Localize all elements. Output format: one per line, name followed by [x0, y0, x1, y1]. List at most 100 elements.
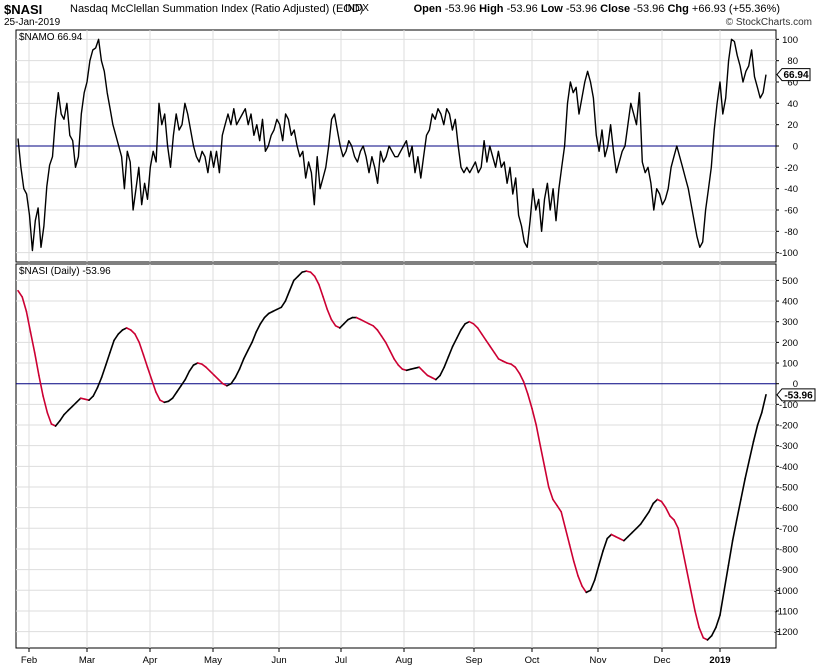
nasi-line-segment: [422, 370, 429, 377]
nasi-line-segment: [731, 519, 738, 542]
x-tick-label: Jun: [271, 655, 286, 666]
nasi-line-segment: [664, 506, 671, 517]
nasi-line-segment: [284, 289, 291, 302]
y-tick-label: -500: [779, 482, 798, 493]
close-value: -53.96: [633, 3, 665, 15]
nasi-line-segment: [485, 339, 492, 348]
nasi-line-segment: [698, 626, 705, 639]
nasi-line-segment: [280, 300, 287, 309]
open-value: -53.96: [444, 3, 476, 15]
y-tick-label: 60: [787, 78, 798, 89]
nasi-line-segment: [694, 610, 700, 629]
x-tick-label: May: [204, 655, 222, 666]
nasi-line-segment: [88, 395, 94, 402]
x-tick-label: Dec: [654, 655, 671, 666]
nasi-line-segment: [639, 517, 646, 526]
y-tick-label: -1200: [774, 627, 798, 638]
y-tick-label: -1100: [774, 606, 798, 617]
nasi-line-segment: [251, 331, 258, 344]
nasi-line-segment: [435, 374, 441, 381]
chg-label: Chg: [667, 3, 689, 15]
y-tick-label: -800: [779, 544, 798, 555]
nasi-line-segment: [38, 374, 44, 397]
nasi-line-segment: [635, 523, 642, 530]
y-tick-label: 0: [793, 379, 798, 390]
y-tick-label: -1000: [774, 586, 798, 597]
nasi-line-segment: [589, 579, 596, 592]
y-tick-label: -200: [779, 421, 798, 432]
nasi-line-segment: [744, 459, 751, 480]
nasi-line-segment: [288, 279, 295, 292]
nasi-line-segment: [564, 527, 571, 546]
x-axis: Feb Mar Apr May Jun Jul Aug Sep Oct Nov Dec 2019: [21, 648, 731, 666]
nasi-line-segment: [677, 527, 684, 550]
y-tick-label: 400: [782, 297, 798, 308]
last-value-label: 66.94: [783, 70, 808, 81]
nasi-line-segment: [631, 527, 638, 534]
high-value: -53.96: [506, 3, 538, 15]
nasi-line-segment: [710, 626, 717, 637]
y-tick-label: -20: [784, 163, 798, 174]
y-tick-label: -100: [779, 248, 798, 259]
nasi-line-segment: [201, 363, 207, 369]
nasi-line-segment: [460, 322, 466, 331]
nasi-line-segment: [75, 397, 82, 404]
nasi-line-segment: [130, 329, 136, 335]
nasi-line-segment: [247, 341, 253, 352]
nasi-line-segment: [176, 384, 182, 393]
nasi-line-segment: [238, 358, 245, 371]
nasi-line-segment: [322, 296, 329, 311]
nasi-line-segment: [597, 550, 604, 567]
nasi-line-segment: [715, 614, 721, 629]
y-tick-label: 0: [793, 142, 798, 153]
nasi-line-segment: [522, 380, 529, 395]
y-tick-label: -40: [784, 184, 798, 195]
x-tick-label: Nov: [590, 655, 607, 666]
nasi-line-segment: [326, 308, 333, 321]
nasi-line-segment: [259, 316, 266, 325]
nasi-line-segment: [21, 296, 28, 313]
nasi-line-segment: [96, 376, 103, 389]
nasi-line-segment: [292, 275, 299, 282]
nasi-line-segment: [669, 515, 675, 521]
nasi-line-segment: [552, 498, 558, 507]
nasi-line-segment: [643, 510, 650, 519]
nasi-line-segment: [489, 345, 496, 354]
nasi-line-segment: [389, 349, 395, 360]
nasi-line-segment: [627, 531, 634, 538]
nasi-line-segment: [581, 585, 588, 594]
nasi-line-segment: [100, 364, 107, 379]
copyright-label: © StockCharts.com: [725, 17, 812, 28]
nasi-line-segment: [735, 498, 742, 521]
nasi-line-segment: [526, 393, 533, 410]
nasi-line-segment: [63, 409, 69, 416]
nasi-line-segment: [443, 355, 450, 369]
nasi-line-segment: [756, 411, 763, 426]
nasi-line-segment: [602, 537, 609, 552]
nasi-line-segment: [397, 364, 404, 371]
nasi-line-segment: [209, 370, 216, 377]
y-tick-label: 80: [787, 56, 798, 67]
y-tick-label: 100: [782, 35, 798, 46]
nasi-line-segment: [33, 351, 40, 377]
nasi-line-segment: [535, 424, 542, 447]
nasi-line-segment: [234, 368, 241, 379]
nasi-line-segment: [113, 333, 120, 342]
y-tick-label: -60: [784, 206, 798, 217]
y-tick-label: 200: [782, 338, 798, 349]
nasi-panel: 500 400 300 200 100 0 -100 -200 -300 -400 -500 -600…: [15, 263, 816, 649]
nasi-line-segment: [167, 397, 174, 403]
nasi-line-segment: [518, 372, 525, 383]
nasi-line-segment: [380, 335, 387, 344]
chart-date: 25-Jan-2019: [4, 17, 61, 28]
nasi-line-segment: [54, 420, 61, 427]
nasi-line-segment: [447, 345, 454, 358]
nasi-line-segment: [539, 444, 546, 468]
namo-panel: 100 80 60 40 20 0 -20 -40 -60 -80 -100 $NAMO 66.94 6…: [15, 29, 811, 263]
nasi-line-segment: [681, 548, 688, 571]
y-tick-label: -400: [779, 462, 798, 473]
chart-header: $NASI Nasdaq McClellan Summation Index (…: [0, 2, 820, 18]
nasi-line-segment: [92, 386, 99, 397]
panel-frame: [15, 263, 777, 649]
nasi-line-segment: [42, 395, 49, 414]
